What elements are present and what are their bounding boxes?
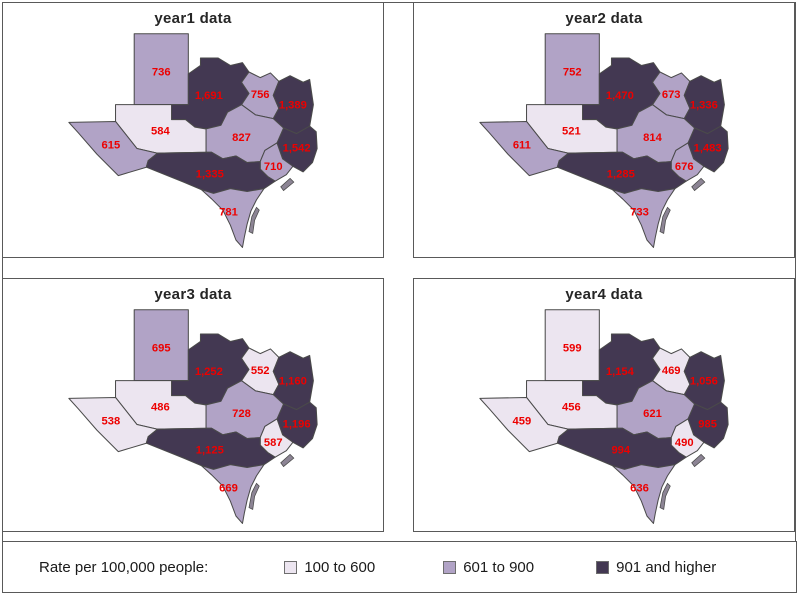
barrier-island-padre [248, 482, 260, 511]
panel-title: year3 data [154, 286, 232, 303]
texas-map: 736 1,691 756 1,389 1,542 584 827 615 71… [68, 33, 318, 248]
region-far-west [68, 396, 159, 453]
legend-item-label: 601 to 900 [463, 558, 535, 576]
legend-item-label: 100 to 600 [304, 558, 376, 576]
region-far-west [68, 120, 159, 177]
value-label-south: 669 [219, 483, 238, 495]
barrier-island-padre [659, 482, 671, 511]
legend: Rate per 100,000 people: 100 to 600 601 … [2, 541, 797, 593]
value-label-east: 1,056 [690, 375, 718, 387]
region-south-central [556, 427, 687, 470]
value-label-far-west: 615 [102, 140, 121, 152]
value-label-panhandle: 752 [563, 67, 582, 79]
map-panel-year3: year3 data 695 1,252 552 [2, 278, 384, 532]
value-label-south-central: 1,335 [196, 168, 224, 180]
value-label-deep-east: 1,542 [283, 142, 311, 154]
map-panel-year1: year1 data 736 1,691 756 [2, 2, 384, 258]
value-label-northeast: 756 [251, 89, 270, 101]
value-label-gulf-coast: 676 [675, 161, 694, 173]
value-label-panhandle: 695 [152, 343, 171, 355]
value-label-northeast: 552 [251, 365, 270, 377]
value-label-northeast: 469 [662, 365, 681, 377]
value-label-east: 1,336 [690, 99, 718, 111]
value-label-south: 733 [630, 207, 649, 219]
legend-swatch [443, 560, 457, 574]
value-label-north-central: 1,691 [195, 90, 223, 102]
value-label-west-central: 584 [151, 126, 170, 138]
value-label-south-central: 1,285 [607, 168, 635, 180]
value-label-far-west: 611 [513, 140, 531, 152]
legend-item-3: 901 and higher [596, 559, 716, 576]
barrier-island-galveston [280, 453, 295, 468]
value-label-panhandle: 599 [563, 343, 582, 355]
barrier-island-galveston [280, 177, 295, 192]
region-value-labels: 752 1,470 673 1,336 1,483 521 814 611 67… [513, 67, 722, 219]
texas-map: 599 1,154 469 1,056 985 456 621 459 490 … [479, 309, 729, 524]
value-label-deep-east: 1,196 [283, 418, 311, 430]
map-panel-year2: year2 data 752 1,470 673 [413, 2, 795, 258]
value-label-east: 1,389 [279, 99, 307, 111]
texas-map: 752 1,470 673 1,336 1,483 521 814 611 67… [479, 33, 729, 248]
map-panel-year4: year4 data 599 1,154 469 [413, 278, 795, 532]
regions [479, 33, 729, 248]
value-label-far-west: 538 [102, 416, 121, 428]
legend-item-1: 100 to 600 [284, 559, 375, 576]
value-label-south: 781 [219, 207, 238, 219]
legend-swatch [284, 560, 298, 574]
value-label-central: 814 [643, 132, 662, 144]
value-label-deep-east: 985 [698, 418, 717, 430]
value-label-east: 1,160 [279, 375, 307, 387]
regions [68, 309, 318, 524]
value-label-central: 827 [232, 132, 251, 144]
value-label-west-central: 521 [562, 126, 581, 138]
regions [68, 33, 318, 248]
panel-title: year2 data [565, 10, 643, 27]
value-label-west-central: 486 [151, 402, 170, 414]
value-label-north-central: 1,154 [606, 366, 635, 378]
legend-item-label: 901 and higher [616, 558, 717, 576]
value-label-deep-east: 1,483 [694, 142, 722, 154]
region-value-labels: 736 1,691 756 1,389 1,542 584 827 615 71… [102, 67, 311, 219]
barrier-island-galveston [691, 177, 706, 192]
value-label-panhandle: 736 [152, 67, 171, 79]
region-value-labels: 599 1,154 469 1,056 985 456 621 459 490 … [513, 343, 718, 495]
legend-prompt: Rate per 100,000 people: [39, 558, 209, 576]
region-south [200, 188, 265, 248]
value-label-central: 621 [643, 408, 662, 420]
value-label-far-west: 459 [513, 416, 532, 428]
value-label-gulf-coast: 490 [675, 437, 694, 449]
value-label-north-central: 1,470 [606, 90, 634, 102]
value-label-central: 728 [232, 408, 251, 420]
value-label-west-central: 456 [562, 402, 581, 414]
value-label-south: 636 [630, 483, 649, 495]
region-south-central [145, 427, 276, 470]
region-value-labels: 695 1,252 552 1,160 1,196 486 728 538 58… [102, 343, 311, 495]
value-label-south-central: 994 [611, 444, 630, 456]
region-south [611, 188, 676, 248]
value-label-gulf-coast: 710 [264, 161, 283, 173]
legend-item-2: 601 to 900 [443, 559, 534, 576]
panel-title: year1 data [154, 10, 232, 27]
value-label-northeast: 673 [662, 89, 681, 101]
barrier-island-galveston [691, 453, 706, 468]
region-south [200, 464, 265, 524]
legend-swatch [596, 560, 610, 574]
region-south-central [556, 151, 687, 194]
value-label-south-central: 1,125 [196, 444, 224, 456]
barrier-island-padre [248, 206, 260, 235]
barrier-island-padre [659, 206, 671, 235]
region-far-west [479, 396, 570, 453]
regions [479, 309, 729, 524]
texas-map: 695 1,252 552 1,160 1,196 486 728 538 58… [68, 309, 318, 524]
region-south-central [145, 151, 276, 194]
panel-title: year4 data [565, 286, 643, 303]
value-label-gulf-coast: 587 [264, 437, 283, 449]
value-label-north-central: 1,252 [195, 366, 223, 378]
region-south [611, 464, 676, 524]
region-far-west [479, 120, 570, 177]
